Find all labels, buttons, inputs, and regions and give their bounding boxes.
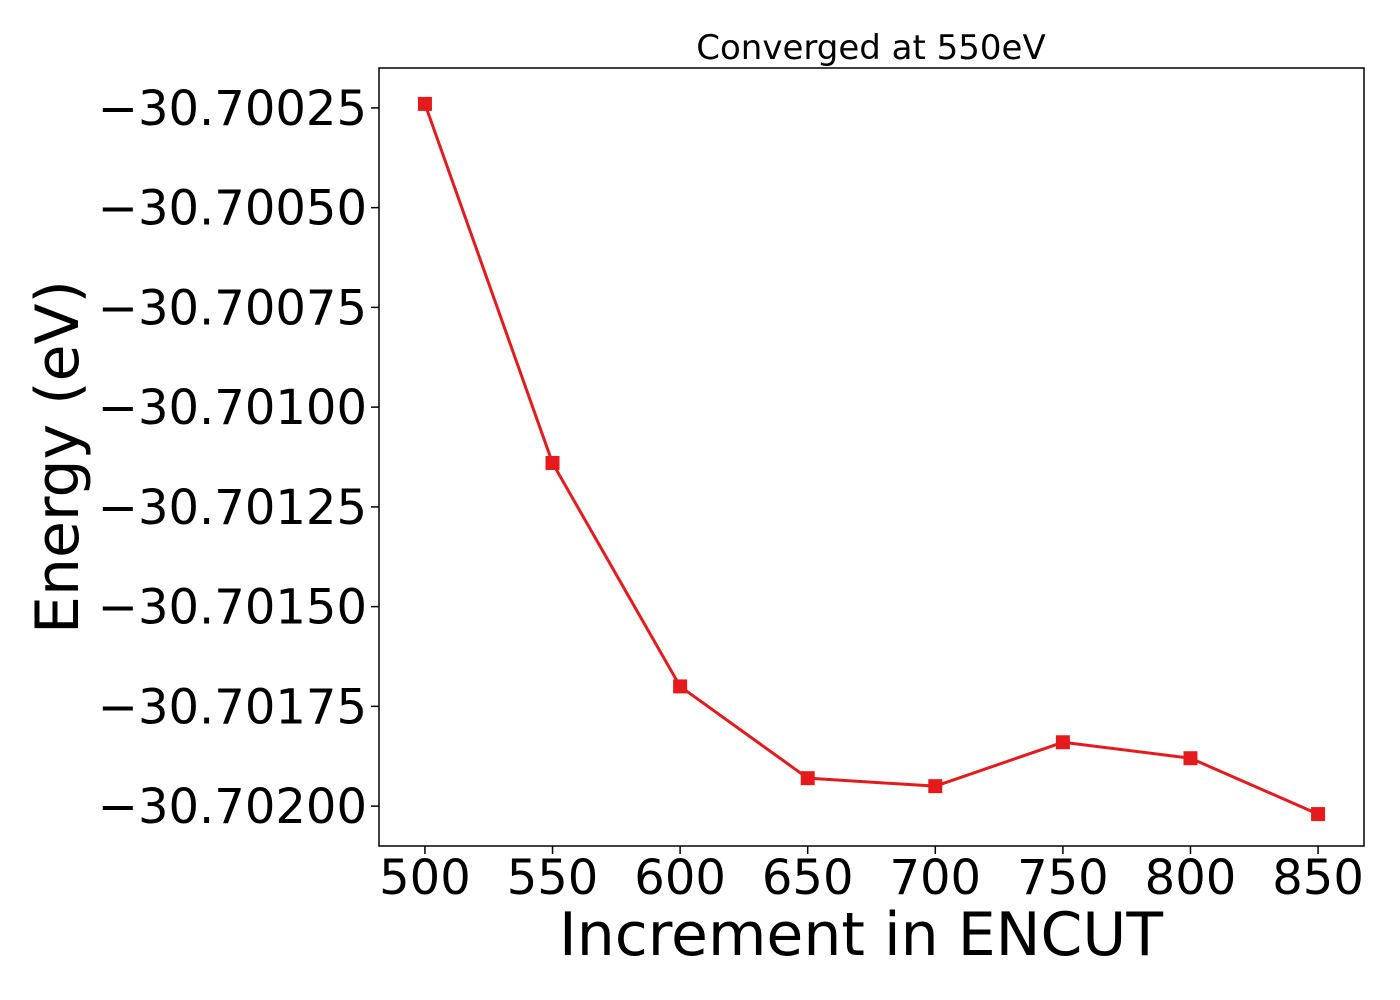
data-point-marker <box>928 779 943 794</box>
x-axis-ticks: 500 550 600 650 700 750 800 850 <box>379 846 1364 906</box>
data-point-marker <box>800 771 815 786</box>
y-tick-label: −30.70125 <box>98 480 367 536</box>
x-axis-label: Increment in ENCUT <box>559 900 1163 970</box>
x-tick-label: 600 <box>634 850 726 906</box>
y-axis-ticks: −30.70025 −30.70050 −30.70075 −30.70100 −30.… <box>98 81 379 835</box>
y-tick-label: −30.70075 <box>98 280 367 336</box>
x-tick-label: 800 <box>1145 850 1237 906</box>
x-tick-label: 750 <box>1017 850 1109 906</box>
data-point-marker <box>417 96 432 111</box>
data-point-marker <box>545 455 560 470</box>
series-line <box>423 103 1319 816</box>
x-tick-label: 500 <box>379 850 471 906</box>
y-tick-label: −30.70025 <box>98 81 367 137</box>
y-tick-label: −30.70050 <box>98 181 367 237</box>
x-tick-label: 850 <box>1272 850 1364 906</box>
data-point-marker <box>673 679 688 694</box>
plot-area-frame <box>378 67 1365 847</box>
chart-title: Converged at 550eV <box>696 28 1045 68</box>
y-tick-label: −30.70100 <box>98 380 367 436</box>
data-point-marker <box>1055 735 1070 750</box>
y-tick-label: −30.70150 <box>98 580 367 636</box>
x-tick-label: 700 <box>889 850 981 906</box>
x-tick-label: 550 <box>507 850 599 906</box>
data-point-marker <box>1183 751 1198 766</box>
series-layer <box>417 96 1326 822</box>
data-point-marker <box>1311 807 1326 822</box>
y-axis-label: Energy (eV) <box>23 280 93 634</box>
y-tick-label: −30.70200 <box>98 779 367 835</box>
y-tick-label: −30.70175 <box>98 679 367 735</box>
x-tick-label: 650 <box>762 850 854 906</box>
